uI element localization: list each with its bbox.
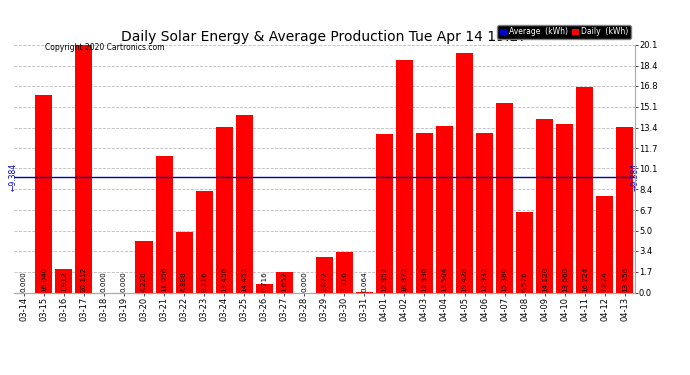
Text: 3.316: 3.316 <box>342 271 347 292</box>
Text: Copyright 2020 Cartronics.com: Copyright 2020 Cartronics.com <box>45 43 164 52</box>
Bar <box>376 134 393 292</box>
Bar <box>536 118 553 292</box>
Bar <box>336 252 353 292</box>
Text: 19.428: 19.428 <box>462 267 468 292</box>
Bar <box>596 196 613 292</box>
Text: 7.824: 7.824 <box>602 271 608 292</box>
Bar <box>416 133 433 292</box>
Text: 11.056: 11.056 <box>161 267 167 292</box>
Text: 12.852: 12.852 <box>382 267 387 292</box>
Bar <box>195 191 213 292</box>
Text: 20.112: 20.112 <box>81 267 87 292</box>
Text: 1.652: 1.652 <box>282 271 287 292</box>
Bar <box>75 45 92 292</box>
Text: 6.576: 6.576 <box>522 271 528 292</box>
Text: 0.000: 0.000 <box>121 271 127 292</box>
Text: 0.000: 0.000 <box>101 271 107 292</box>
Text: ←9.384: ←9.384 <box>9 163 18 191</box>
Text: 13.504: 13.504 <box>442 267 448 292</box>
Bar <box>135 240 152 292</box>
Text: 15.380: 15.380 <box>502 267 508 292</box>
Bar <box>436 126 453 292</box>
Bar <box>276 272 293 292</box>
Bar <box>396 60 413 292</box>
Text: 1.912: 1.912 <box>61 271 67 292</box>
Text: 16.724: 16.724 <box>582 267 588 292</box>
Bar <box>215 127 233 292</box>
Text: 13.456: 13.456 <box>622 267 628 292</box>
Text: 13.660: 13.660 <box>562 267 568 292</box>
Bar <box>556 124 573 292</box>
Text: 12.932: 12.932 <box>482 267 488 292</box>
Bar <box>496 103 513 292</box>
Bar <box>616 127 633 292</box>
Text: 2.872: 2.872 <box>322 271 327 292</box>
Text: 8.216: 8.216 <box>201 271 207 292</box>
Text: 14.120: 14.120 <box>542 267 548 292</box>
Text: 0.064: 0.064 <box>362 271 367 292</box>
Text: 0.716: 0.716 <box>262 271 267 292</box>
Text: 16.040: 16.040 <box>41 267 47 292</box>
Text: 14.452: 14.452 <box>241 267 247 292</box>
Bar <box>576 87 593 292</box>
Text: →9.384: →9.384 <box>631 163 640 191</box>
Title: Daily Solar Energy & Average Production Tue Apr 14 19:27: Daily Solar Energy & Average Production … <box>121 30 527 44</box>
Text: 4.880: 4.880 <box>181 271 187 292</box>
Bar <box>316 257 333 292</box>
Text: 13.456: 13.456 <box>221 267 227 292</box>
Text: 0.000: 0.000 <box>302 271 307 292</box>
Bar <box>175 232 193 292</box>
Bar <box>456 53 473 292</box>
Bar <box>35 95 52 292</box>
Text: 18.872: 18.872 <box>402 267 407 292</box>
Bar <box>256 284 273 292</box>
Text: 0.000: 0.000 <box>21 271 27 292</box>
Legend: Average  (kWh), Daily  (kWh): Average (kWh), Daily (kWh) <box>497 25 631 39</box>
Text: 12.936: 12.936 <box>422 267 428 292</box>
Bar <box>516 211 533 292</box>
Bar <box>155 156 172 292</box>
Bar <box>55 269 72 292</box>
Bar <box>236 114 253 292</box>
Text: 4.220: 4.220 <box>141 271 147 292</box>
Bar <box>476 133 493 292</box>
